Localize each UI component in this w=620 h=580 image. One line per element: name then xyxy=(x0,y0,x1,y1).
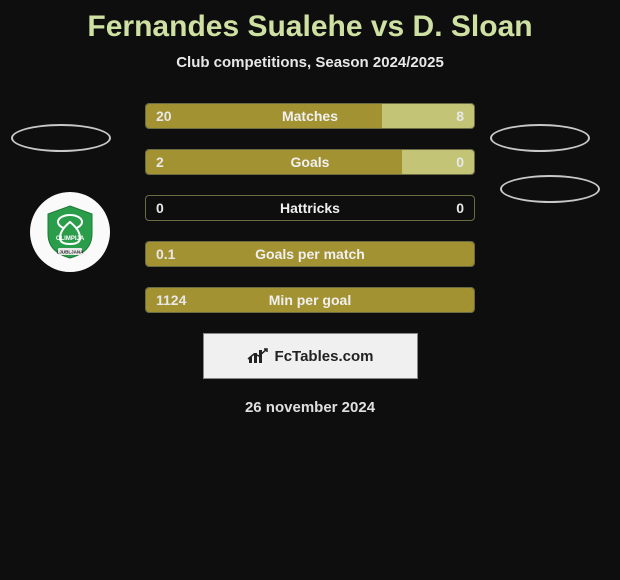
left-fill xyxy=(146,150,402,174)
subtitle: Club competitions, Season 2024/2025 xyxy=(0,54,620,71)
right-value: 8 xyxy=(456,108,464,124)
metric-row-hattricks: 0 Hattricks 0 xyxy=(145,195,475,221)
metric-row-min-per-goal: 1124 Min per goal xyxy=(145,287,475,313)
left-value: 0 xyxy=(156,200,164,216)
left-fill xyxy=(146,242,474,266)
date-text: 26 november 2024 xyxy=(0,399,620,416)
left-value: 20 xyxy=(156,108,172,124)
bar-chart-icon xyxy=(247,347,269,365)
branding-text: FcTables.com xyxy=(275,348,374,365)
page-title: Fernandes Sualehe vs D. Sloan xyxy=(0,0,620,44)
left-value: 1124 xyxy=(156,292,186,308)
comparison-bars: 20 Matches 8 2 Goals 0 0 Hattricks 0 0.1… xyxy=(0,103,620,313)
left-fill xyxy=(146,104,382,128)
right-value: 0 xyxy=(456,154,464,170)
metric-row-matches: 20 Matches 8 xyxy=(145,103,475,129)
branding-box: FcTables.com xyxy=(203,333,418,379)
left-value: 2 xyxy=(156,154,164,170)
right-value: 0 xyxy=(456,200,464,216)
metric-row-goals: 2 Goals 0 xyxy=(145,149,475,175)
left-fill xyxy=(146,288,474,312)
left-value: 0.1 xyxy=(156,246,175,262)
metric-label: Hattricks xyxy=(146,200,474,216)
metric-row-goals-per-match: 0.1 Goals per match xyxy=(145,241,475,267)
